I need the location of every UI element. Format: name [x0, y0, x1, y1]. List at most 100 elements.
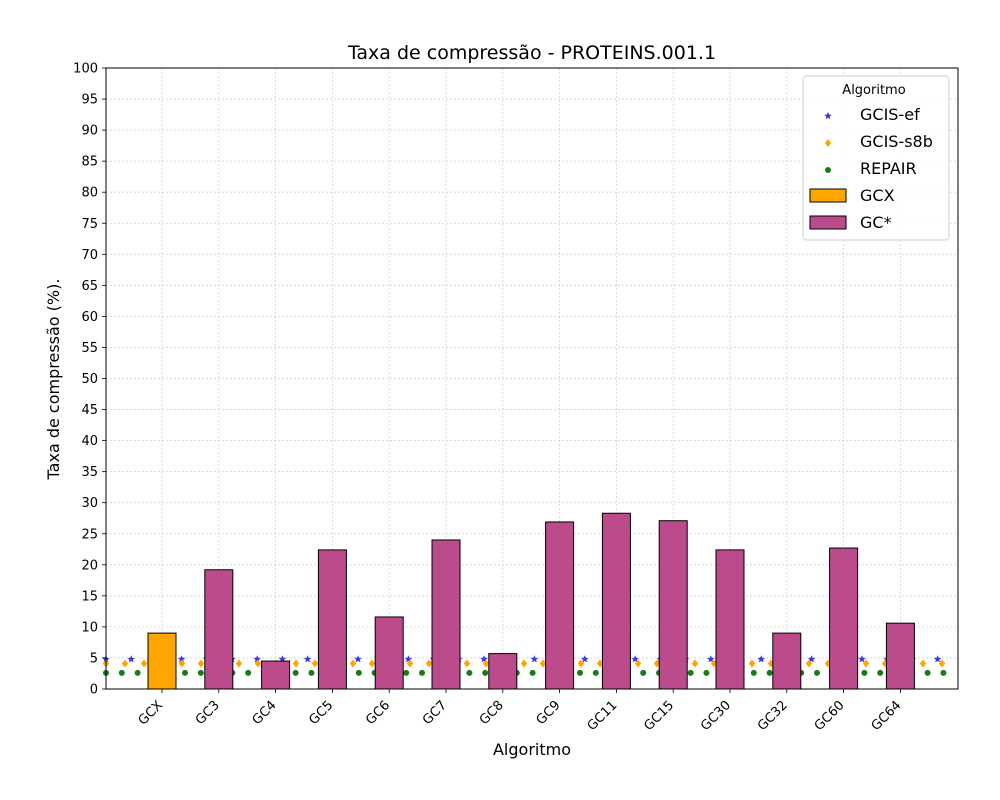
repair-point — [924, 669, 931, 676]
repair-point — [134, 669, 141, 676]
gcis-ef-point — [530, 655, 539, 663]
gcis-s8b-point — [197, 659, 205, 668]
gcis-s8b-point — [938, 659, 946, 668]
repair-point — [529, 669, 536, 676]
repair-point — [355, 669, 362, 676]
gcis-s8b-point — [862, 659, 870, 668]
gcis-ef-point — [631, 655, 639, 663]
y-tick-label: 100 — [73, 62, 98, 77]
repair-point — [750, 669, 757, 676]
y-tick-label: 65 — [81, 279, 98, 294]
legend-label-gcis-ef: GCIS-ef — [860, 105, 920, 124]
gcis-s8b-point — [235, 659, 243, 668]
bar-gc-star — [317, 549, 347, 690]
gcis-s8b-point — [520, 659, 528, 668]
y-tick-label: 75 — [81, 217, 98, 232]
y-tick-label: 70 — [81, 248, 98, 263]
repair-point — [419, 669, 425, 676]
repair-point — [403, 669, 410, 676]
legend-label-repair: REPAIR — [860, 159, 917, 178]
gcis-s8b-point — [349, 659, 357, 668]
repair-point — [466, 669, 473, 676]
y-tick-label: 20 — [81, 558, 98, 573]
legend-swatch-gcx — [809, 188, 847, 203]
gcis-ef-point — [933, 655, 942, 663]
gcis-s8b-point — [121, 659, 129, 668]
bar-gc-star — [374, 616, 404, 690]
repair-point — [814, 669, 820, 676]
bar-gcx — [147, 632, 177, 690]
bar-gc-star — [545, 521, 575, 690]
legend-title: Algoritmo — [842, 83, 905, 98]
bar-gc-star — [885, 622, 915, 690]
legend-label-gcis-s8b: GCIS-s8b — [860, 132, 933, 151]
gcis-s8b-point — [748, 659, 756, 668]
repair-point — [877, 669, 884, 676]
y-tick-label: 85 — [81, 155, 98, 170]
gcis-ef-point — [354, 655, 362, 663]
y-tick-label: 95 — [81, 93, 98, 108]
bar-gc-star — [261, 660, 291, 690]
y-tick-label: 90 — [81, 124, 98, 139]
repair-point — [118, 669, 125, 676]
gcis-ef-point — [177, 655, 186, 663]
gcis-s8b-point — [919, 659, 927, 668]
gcis-s8b-point — [577, 659, 585, 668]
y-tick-label: 25 — [81, 527, 98, 542]
bars-layer — [147, 512, 915, 690]
legend-marker-repair — [825, 167, 831, 173]
bar-gc-star — [772, 632, 802, 690]
gcis-s8b-point — [425, 659, 433, 668]
y-tick-label: 0 — [90, 683, 98, 698]
bar-gc-star — [204, 569, 234, 690]
bar-gc-star — [829, 547, 859, 690]
gcis-ef-point — [581, 655, 589, 663]
y-tick-label: 80 — [81, 186, 98, 201]
gcis-s8b-point — [178, 659, 186, 668]
repair-point — [197, 669, 204, 676]
repair-point — [766, 669, 773, 676]
gcis-s8b-point — [634, 659, 642, 668]
repair-point — [577, 669, 583, 676]
y-tick-label: 5 — [90, 651, 98, 666]
legend-marker-gcis-ef — [824, 112, 832, 120]
gcis-s8b-point — [653, 659, 661, 668]
repair-point — [245, 669, 252, 676]
gcis-s8b-point — [368, 659, 376, 668]
chart-title: Taxa de compressão - PROTEINS.001.1 — [347, 42, 716, 64]
y-tick-label: 15 — [81, 589, 98, 604]
plot-frame — [105, 67, 959, 690]
gcis-ef-point — [757, 655, 765, 663]
y-tick-label: 50 — [81, 372, 98, 387]
bar-gc-star — [715, 549, 745, 690]
legend-label-gcx: GCX — [860, 186, 895, 205]
repair-point — [592, 669, 599, 676]
repair-point — [687, 669, 694, 676]
legend-swatch-gc-star — [809, 215, 847, 230]
gcis-ef-point — [303, 655, 312, 663]
repair-point — [292, 669, 299, 676]
repair-point — [940, 669, 947, 676]
x-axis-title: Algoritmo — [493, 740, 571, 759]
bar-gc-star — [431, 539, 461, 690]
gcis-ef-point — [858, 655, 866, 663]
repair-point — [308, 669, 315, 676]
gcis-s8b-point — [463, 659, 471, 668]
gcis-s8b-point — [482, 659, 490, 668]
y-tick-label: 45 — [81, 403, 98, 418]
bar-gc-star — [658, 520, 688, 690]
gcis-s8b-point — [805, 659, 813, 668]
gcis-s8b-point — [596, 659, 604, 668]
y-tick-label: 40 — [81, 434, 98, 449]
gcis-s8b-point — [539, 659, 547, 668]
repair-point — [703, 669, 710, 676]
legend-marker-gcis-s8b — [824, 139, 832, 147]
y-axis-title: Taxa de compressão (%). — [44, 279, 63, 481]
bar-gc-star — [601, 512, 631, 690]
gcis-s8b-point — [406, 659, 414, 668]
repair-point — [861, 669, 868, 676]
repair-point — [482, 669, 489, 676]
gcis-s8b-point — [254, 659, 262, 668]
y-tick-label: 55 — [81, 341, 98, 356]
